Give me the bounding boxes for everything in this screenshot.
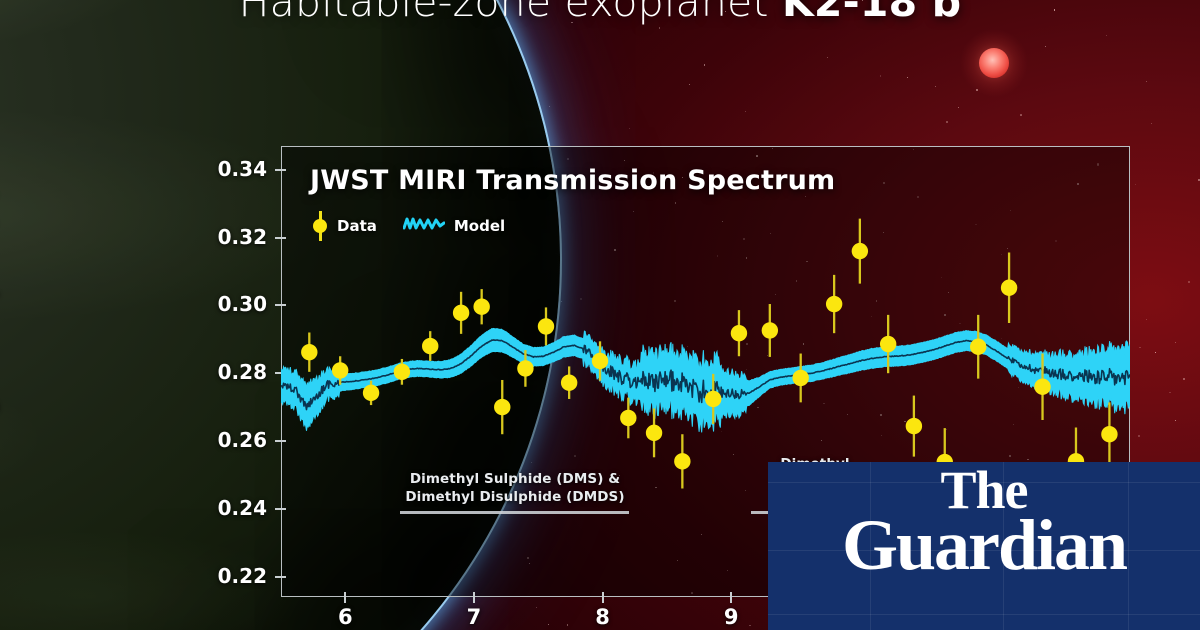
model-confidence-band	[281, 327, 1130, 433]
y-axis-tick-label: 0.28	[217, 360, 267, 385]
guardian-logo-the: The	[940, 460, 1028, 520]
data-point-marker	[730, 324, 748, 342]
y-axis-tick-mark	[275, 575, 286, 578]
data-point-marker	[879, 335, 897, 353]
data-point-marker	[792, 369, 809, 387]
guardian-logo-name: Guardian	[841, 504, 1128, 585]
annotation-dms-dmds-line1: Dimethyl Sulphide (DMS) &	[409, 471, 621, 487]
data-point-marker	[645, 424, 663, 442]
chart-legend: Data Model	[312, 211, 505, 241]
x-axis-tick-label: 6	[338, 605, 353, 629]
data-point-marker	[905, 417, 923, 435]
data-point-marker	[452, 304, 470, 322]
data-point-marker	[674, 453, 691, 470]
legend-label-model: Model	[453, 217, 506, 235]
x-axis-tick-mark	[344, 592, 347, 603]
annotation-dms-dmds-line2: Dimethyl Disulphide (DMDS)	[405, 489, 625, 506]
data-points-group	[301, 218, 1118, 496]
annotation-dms-dmds: Dimethyl Sulphide (DMS) & Dimethyl Disul…	[400, 470, 630, 506]
spectrum-plot	[281, 218, 1130, 496]
data-point-marker	[560, 374, 578, 391]
chart-title: JWST MIRI Transmission Spectrum	[310, 165, 836, 196]
data-point-marker	[1101, 426, 1118, 443]
y-axis-tick-label: 0.24	[217, 495, 267, 520]
legend-item-data: Data	[312, 211, 377, 241]
data-point-marker	[473, 298, 490, 315]
x-axis-tick-mark	[601, 592, 604, 603]
data-point-marker	[331, 362, 349, 379]
data-point-marker	[1034, 378, 1051, 395]
legend-item-model: Model	[402, 214, 506, 239]
y-axis-tick-label: 0.34	[217, 156, 267, 181]
data-point-marker	[591, 352, 609, 370]
page-title-light: Habitable-zone exoplanet	[238, 0, 782, 26]
y-axis-tick-label: 0.22	[217, 563, 267, 588]
guardian-watermark: The Guardian	[768, 462, 1200, 630]
data-point-marker	[422, 337, 439, 355]
planet-k2-18b	[0, 0, 560, 630]
data-point-marker	[494, 398, 511, 416]
data-point-marker	[970, 338, 987, 355]
data-point-marker	[851, 242, 869, 260]
y-axis-tick-mark	[275, 236, 286, 239]
y-axis-tick-label: 0.32	[217, 224, 267, 249]
x-axis-tick-label: 9	[723, 605, 739, 629]
y-axis-tick-label: 0.30	[217, 292, 267, 317]
page-title: Habitable-zone exoplanet K2-18 b	[0, 0, 1200, 34]
data-point-marker	[1000, 279, 1018, 296]
y-axis-tick-label: 0.26	[217, 428, 267, 452]
model-wave-icon	[402, 214, 446, 239]
annotation-bracket-dms-dmds	[400, 511, 629, 514]
legend-label-data: Data	[337, 217, 377, 235]
data-point-icon	[312, 211, 328, 241]
y-axis-tick-mark	[275, 372, 286, 375]
y-axis-tick-mark	[275, 168, 286, 171]
data-point-marker	[761, 322, 779, 339]
y-axis-tick-mark	[275, 507, 286, 510]
data-point-marker	[393, 363, 411, 381]
data-point-marker	[517, 360, 534, 377]
data-point-marker	[620, 409, 637, 427]
red-dwarf-star	[979, 48, 1009, 78]
x-axis-tick-mark	[472, 592, 475, 603]
data-point-marker	[362, 384, 380, 402]
x-axis-tick-label: 8	[595, 605, 610, 629]
x-axis-tick-label: 7	[466, 605, 482, 629]
guardian-logo[interactable]: The Guardian	[768, 460, 1200, 585]
data-point-marker	[537, 318, 555, 335]
x-axis-tick-mark	[730, 592, 733, 603]
data-point-marker	[825, 295, 843, 313]
page-title-bold: K2-18 b	[781, 0, 962, 26]
y-axis-tick-mark	[275, 440, 286, 442]
data-point-marker	[705, 390, 722, 408]
model-center-line	[281, 339, 1130, 411]
y-axis-tick-mark	[275, 304, 286, 307]
data-point-marker	[301, 343, 318, 361]
